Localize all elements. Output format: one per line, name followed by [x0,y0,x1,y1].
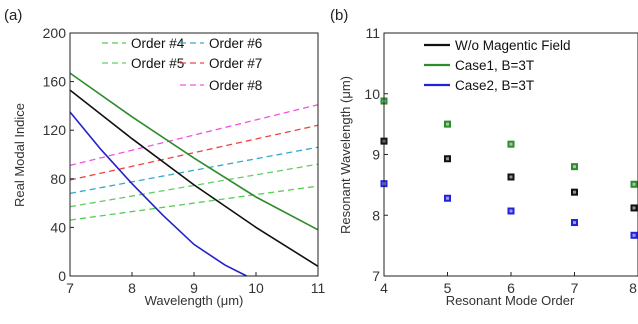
panel-a-series-line-order-4 [69,185,319,221]
panel-b-x-tick-label: 5 [444,280,452,296]
panel-a-x-axis-label: Wavelength (μm) [145,293,244,308]
panel-a-series-line-order-8 [69,104,319,167]
panel-a-series-line-solid-5 [69,72,319,231]
panel-b-point-highlight [509,142,513,146]
panel-a-y-axis-label: Real Modal Indice [12,103,27,207]
panel-b-x-tick-label: 7 [571,280,579,296]
panel-a-series-line-order-7 [69,124,319,181]
panel-b-legend-entry: Case2, B=3T [455,78,534,93]
panel-b-point-highlight [573,165,576,169]
panel-b-point-highlight [632,206,636,210]
panel-b-legend: W/o Magentic Field Case1, B=3T Case2, B=3T [424,38,571,93]
panel-b-y-ticks: 7 8 9 10 11 [364,25,388,284]
panel-b-point-highlight [509,175,513,179]
panel-b-y-tick-label: 9 [372,147,380,163]
panel-a-y-tick-label: 200 [43,25,67,41]
panel-a-x-ticks: 7 8 9 10 11 [66,272,325,296]
panel-b: (b) 4 5 6 7 8 7 8 9 10 11 Resonant Mode Order Re… [330,7,638,308]
panel-a-y-ticks: 0 40 80 120 160 200 [43,25,74,284]
panel-a-x-tick-label: 7 [66,280,74,296]
panel-a-x-tick-label: 11 [311,280,326,296]
panel-a-x-tick-label: 9 [190,280,198,296]
panel-b-x-tick-label: 8 [629,280,637,296]
panel-a-series-line-solid-7 [69,111,248,277]
panel-b-y-tick-label: 11 [365,25,380,41]
panel-b-legend-entry: W/o Magentic Field [455,38,571,53]
panel-b-point-highlight [573,190,576,194]
panel-b-point-highlight [509,209,513,213]
panel-b-x-tick-label: 4 [380,280,388,296]
panel-b-point-highlight [632,233,636,237]
panel-a-y-tick-label: 80 [50,171,66,187]
panel-b-x-axis-label: Resonant Mode Order [446,293,575,308]
panel-a-y-tick-label: 40 [50,219,66,235]
panel-a-x-tick-label: 8 [128,280,136,296]
panel-a-y-tick-label: 0 [58,268,66,284]
panel-b-x-tick-label: 6 [507,280,515,296]
panel-b-point-highlight [446,122,449,126]
panel-a-label: (a) [4,7,22,24]
panel-a-legend-entry: Order #5 [131,56,184,71]
panel-b-y-tick-label: 10 [364,86,380,102]
panel-b-point-highlight [573,221,576,225]
panel-a-series-line-solid-6 [69,89,319,267]
panel-b-legend-entry: Case1, B=3T [455,58,534,73]
panel-b-label: (b) [330,7,348,24]
panel-a-legend-entry: Order #6 [209,36,262,51]
panel-a-series-line-order-6 [69,146,319,195]
panel-b-point-highlight [632,182,636,186]
panel-a-legend-entry: Order #8 [209,78,262,93]
panel-b-y-axis-label: Resonant Wavelength (μm) [338,76,353,234]
panel-a-legend: Order #4 Order #6 Order #5 Order #7 Order #8 [102,36,262,93]
panel-b-plot-area [380,97,638,239]
panel-a-plot-area [69,72,319,277]
panel-b-point-highlight [446,157,449,161]
panel-a-legend-entry: Order #4 [131,36,185,51]
panel-b-y-tick-label: 7 [372,268,380,284]
panel-a-y-tick-label: 120 [43,122,67,138]
panel-b-point-highlight [446,196,449,200]
panel-a-legend-entry: Order #7 [209,56,262,71]
panel-b-y-tick-label: 8 [372,207,380,223]
panel-a-x-tick-label: 10 [248,280,264,296]
panel-b-x-ticks: 4 5 6 7 8 [380,272,638,296]
panel-a-y-tick-label: 160 [43,74,67,90]
panel-a: (a) 7 8 9 10 11 0 40 80 120 160 200 Wavelength (μ… [4,7,325,308]
